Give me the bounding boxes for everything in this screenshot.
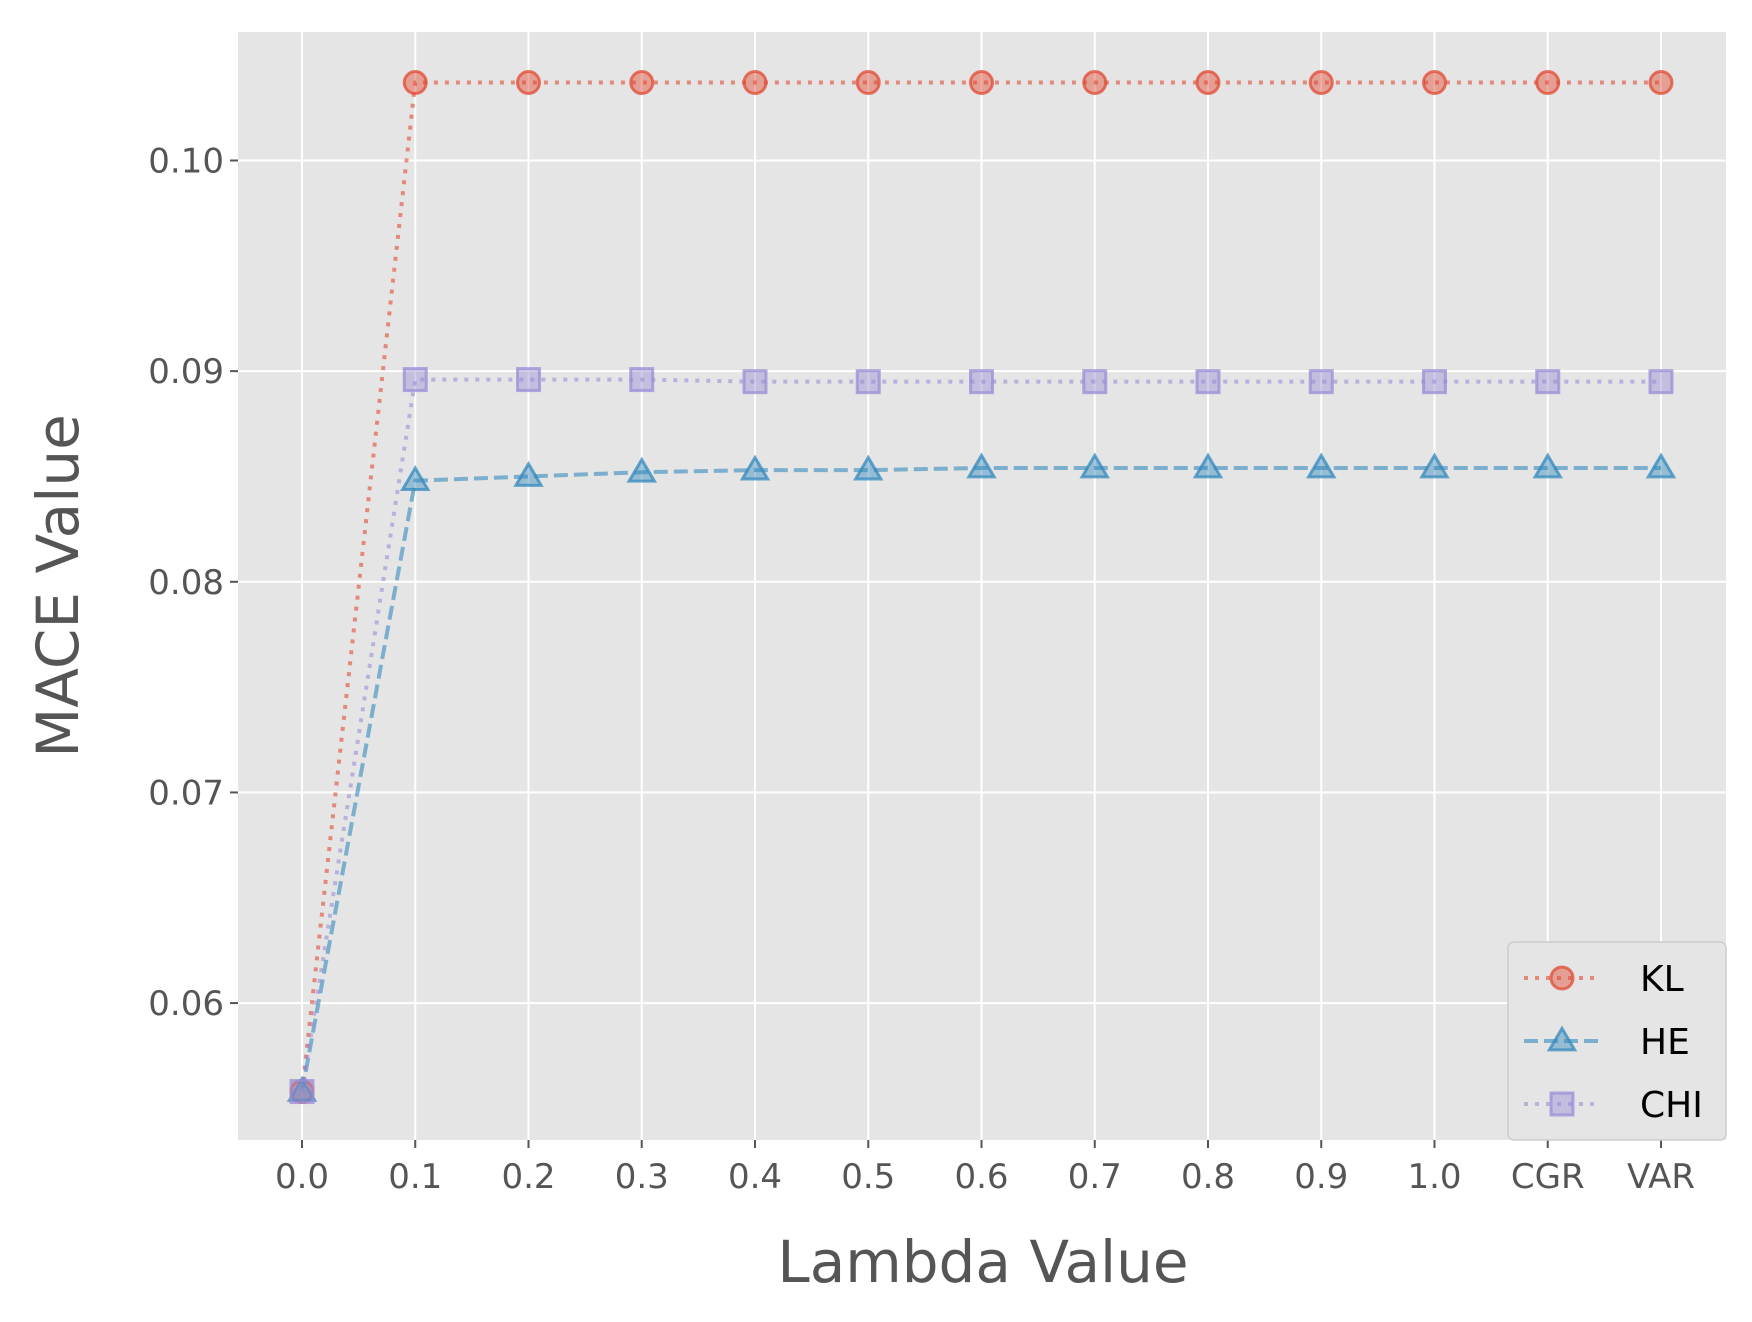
x-tick-label: 0.6 bbox=[954, 1157, 1008, 1197]
data-point-chi bbox=[629, 367, 655, 393]
x-tick-label: 0.3 bbox=[615, 1157, 669, 1197]
data-point-he bbox=[513, 460, 544, 487]
data-point-kl bbox=[1422, 70, 1447, 96]
data-point-kl bbox=[1535, 70, 1561, 96]
data-point-chi bbox=[516, 367, 541, 393]
x-tick-label: 0.0 bbox=[275, 1157, 329, 1197]
x-tick-label: 0.7 bbox=[1068, 1157, 1122, 1197]
legend-label-kl: KL bbox=[1640, 959, 1684, 1000]
x-tick-label: 0.2 bbox=[501, 1157, 555, 1197]
series-line-he bbox=[300, 466, 1661, 1092]
x-tick-label: 1.0 bbox=[1407, 1157, 1461, 1197]
data-point-he bbox=[966, 452, 997, 479]
data-point-kl bbox=[402, 70, 428, 96]
data-point-chi bbox=[1082, 369, 1108, 395]
data-point-chi bbox=[1308, 369, 1334, 395]
grid bbox=[238, 32, 1726, 1140]
y-tick-label: 0.09 bbox=[148, 352, 224, 392]
x-tick-label: 0.5 bbox=[841, 1157, 895, 1197]
series-chi bbox=[289, 367, 1674, 1105]
data-point-kl bbox=[1648, 70, 1674, 96]
data-point-chi bbox=[742, 369, 768, 395]
data-point-he bbox=[1419, 452, 1450, 479]
legend-marker-chi bbox=[1549, 1091, 1575, 1117]
data-point-chi bbox=[1648, 369, 1674, 395]
data-point-he bbox=[1532, 452, 1564, 479]
data-point-kl bbox=[1195, 70, 1221, 96]
data-point-chi bbox=[1535, 369, 1561, 395]
data-point-kl bbox=[1308, 70, 1334, 96]
data-point-chi bbox=[289, 1079, 315, 1105]
data-point-kl bbox=[742, 70, 768, 96]
data-point-he bbox=[1305, 452, 1337, 479]
x-tick-label: 0.9 bbox=[1294, 1157, 1348, 1197]
legend-box bbox=[1507, 941, 1727, 1141]
data-point-he bbox=[852, 454, 884, 481]
data-point-chi bbox=[969, 369, 994, 395]
data-point-kl bbox=[516, 70, 541, 96]
y-tick-label: 0.07 bbox=[148, 773, 224, 813]
x-tick-label: 0.1 bbox=[388, 1157, 442, 1197]
x-tick-label: CGR bbox=[1511, 1157, 1585, 1197]
data-point-chi bbox=[855, 369, 881, 395]
data-point-kl bbox=[629, 70, 655, 96]
legend: KL HE CHI bbox=[1507, 941, 1727, 1141]
data-point-chi bbox=[402, 367, 428, 393]
data-point-chi bbox=[1422, 369, 1447, 395]
legend-marker-he bbox=[1546, 1025, 1578, 1052]
data-point-he bbox=[1079, 452, 1111, 479]
data-point-he bbox=[739, 454, 771, 481]
series-line-chi bbox=[300, 377, 1661, 1092]
data-point-he bbox=[626, 456, 658, 483]
data-point-chi bbox=[1195, 369, 1221, 395]
data-point-he bbox=[1645, 452, 1677, 479]
x-tick-label: 0.4 bbox=[728, 1157, 782, 1197]
data-point-he bbox=[1192, 452, 1224, 479]
legend-label-chi: CHI bbox=[1640, 1085, 1703, 1126]
ticks: 0.0 0.1 0.2 0.3 0.4 0.5 0.6 0.7 0.8 0.9 1.0 CGR VAR 0… bbox=[148, 141, 1695, 1197]
data-point-he bbox=[399, 465, 431, 492]
y-tick-label: 0.10 bbox=[148, 141, 224, 181]
x-tick-label: 0.8 bbox=[1181, 1157, 1235, 1197]
data-point-kl bbox=[969, 70, 994, 96]
legend-marker-kl bbox=[1549, 965, 1575, 991]
x-axis-title: Lambda Value bbox=[777, 1228, 1188, 1296]
data-point-kl bbox=[1082, 70, 1108, 96]
y-tick-label: 0.06 bbox=[148, 984, 224, 1024]
series-he bbox=[286, 452, 1677, 1102]
series-layer bbox=[286, 70, 1677, 1105]
legend-label-he: HE bbox=[1640, 1022, 1690, 1063]
x-tick-label: VAR bbox=[1627, 1157, 1695, 1197]
y-tick-label: 0.08 bbox=[148, 563, 224, 603]
y-axis-title: MACE Value bbox=[24, 414, 92, 758]
data-point-kl bbox=[855, 70, 881, 96]
